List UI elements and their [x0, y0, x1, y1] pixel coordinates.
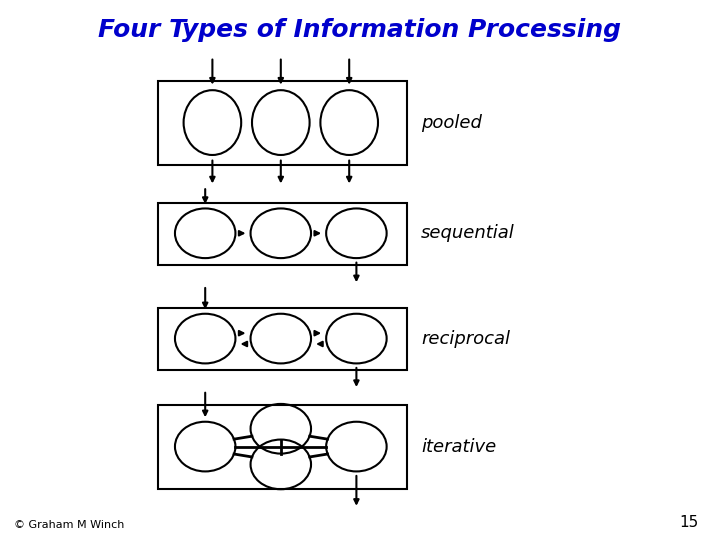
- Text: iterative: iterative: [421, 437, 497, 456]
- Bar: [158, 405, 407, 489]
- Bar: [158, 308, 407, 370]
- Text: pooled: pooled: [421, 113, 482, 132]
- Text: 15: 15: [679, 515, 698, 530]
- Text: sequential: sequential: [421, 224, 515, 242]
- Text: Four Types of Information Processing: Four Types of Information Processing: [99, 18, 621, 42]
- Text: © Graham M Winch: © Graham M Winch: [14, 520, 125, 530]
- Text: reciprocal: reciprocal: [421, 329, 510, 348]
- Bar: [158, 81, 407, 165]
- Bar: [158, 202, 407, 265]
